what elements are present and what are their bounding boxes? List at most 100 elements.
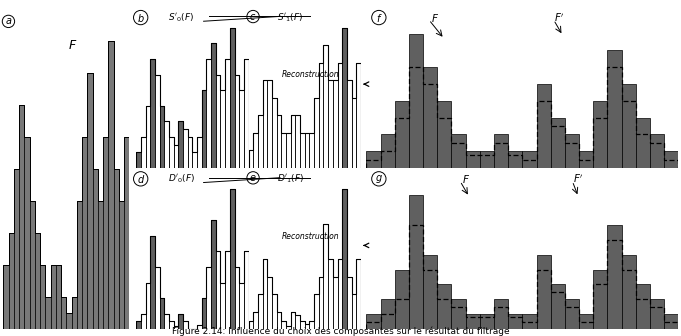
Bar xyxy=(239,90,244,168)
Text: $S'_0(F)$: $S'_0(F)$ xyxy=(168,11,194,24)
Bar xyxy=(164,314,169,329)
Bar xyxy=(221,90,225,168)
Bar xyxy=(206,59,211,168)
Bar xyxy=(93,169,98,329)
Bar xyxy=(333,80,338,168)
Bar xyxy=(169,137,174,168)
Bar xyxy=(296,315,300,329)
Bar xyxy=(119,201,124,329)
Bar xyxy=(366,151,381,168)
Bar xyxy=(151,236,155,329)
Bar xyxy=(494,299,508,329)
Bar xyxy=(136,322,141,329)
Bar xyxy=(87,73,93,329)
Bar xyxy=(202,90,206,168)
Bar xyxy=(225,251,229,329)
Bar xyxy=(565,299,579,329)
Bar xyxy=(356,63,361,168)
Text: $D'_0(F)$: $D'_0(F)$ xyxy=(168,173,195,185)
Text: $F$: $F$ xyxy=(431,11,439,24)
Bar xyxy=(395,269,409,329)
Bar xyxy=(328,80,333,168)
Bar xyxy=(466,151,480,168)
Bar xyxy=(381,134,395,168)
Bar xyxy=(211,220,216,329)
Text: $d$: $d$ xyxy=(137,173,145,185)
Bar xyxy=(333,277,338,329)
Bar xyxy=(522,151,537,168)
Bar xyxy=(183,129,188,168)
Bar xyxy=(159,106,164,168)
Bar xyxy=(30,201,35,329)
Bar xyxy=(281,321,286,329)
Text: $F$: $F$ xyxy=(68,39,78,52)
Bar xyxy=(522,314,537,329)
Bar xyxy=(323,45,328,168)
Bar xyxy=(108,41,114,329)
Bar xyxy=(319,277,323,329)
Bar xyxy=(664,151,678,168)
Bar xyxy=(206,267,211,329)
Bar xyxy=(338,259,342,329)
Bar xyxy=(622,255,636,329)
Bar xyxy=(19,105,25,329)
Bar xyxy=(551,118,565,168)
Bar xyxy=(607,225,622,329)
Bar xyxy=(537,84,551,168)
Bar xyxy=(258,115,263,168)
Bar xyxy=(300,321,304,329)
Bar xyxy=(249,321,253,329)
Bar xyxy=(356,259,361,329)
Bar xyxy=(565,134,579,168)
Bar xyxy=(607,50,622,168)
Bar xyxy=(183,322,188,329)
Bar xyxy=(314,98,319,168)
Bar xyxy=(174,326,178,329)
Bar xyxy=(351,98,356,168)
Bar xyxy=(197,137,202,168)
Bar xyxy=(211,43,216,168)
Bar xyxy=(338,63,342,168)
Bar xyxy=(395,101,409,168)
Bar xyxy=(281,133,286,168)
Bar xyxy=(300,133,304,168)
Bar xyxy=(221,283,225,329)
Bar xyxy=(244,59,249,168)
Bar xyxy=(267,277,272,329)
Bar xyxy=(124,137,129,329)
Bar xyxy=(3,265,9,329)
Bar xyxy=(56,265,61,329)
Text: $F'$: $F'$ xyxy=(573,173,584,185)
Bar xyxy=(25,137,30,329)
Bar xyxy=(159,298,164,329)
Bar xyxy=(202,298,206,329)
Bar xyxy=(437,285,452,329)
Bar xyxy=(258,294,263,329)
Bar xyxy=(622,84,636,168)
Bar xyxy=(286,133,291,168)
Bar xyxy=(249,151,253,168)
Bar xyxy=(169,322,174,329)
Bar xyxy=(452,299,466,329)
Bar xyxy=(437,101,452,168)
Bar xyxy=(46,297,50,329)
Text: $c$: $c$ xyxy=(249,11,257,22)
Bar xyxy=(216,251,221,329)
Bar xyxy=(650,299,664,329)
Bar xyxy=(114,169,119,329)
Bar xyxy=(480,151,494,168)
Bar xyxy=(351,294,356,329)
Text: Reconstruction: Reconstruction xyxy=(282,70,340,79)
Bar xyxy=(579,151,593,168)
Bar xyxy=(314,294,319,329)
Bar xyxy=(291,115,296,168)
Bar xyxy=(409,195,423,329)
Bar xyxy=(192,153,197,168)
Bar xyxy=(286,326,291,329)
Bar xyxy=(304,324,309,329)
Bar xyxy=(72,297,77,329)
Text: $b$: $b$ xyxy=(137,11,144,24)
Bar xyxy=(146,106,151,168)
Text: Reconstruction: Reconstruction xyxy=(282,232,340,241)
Bar xyxy=(650,134,664,168)
